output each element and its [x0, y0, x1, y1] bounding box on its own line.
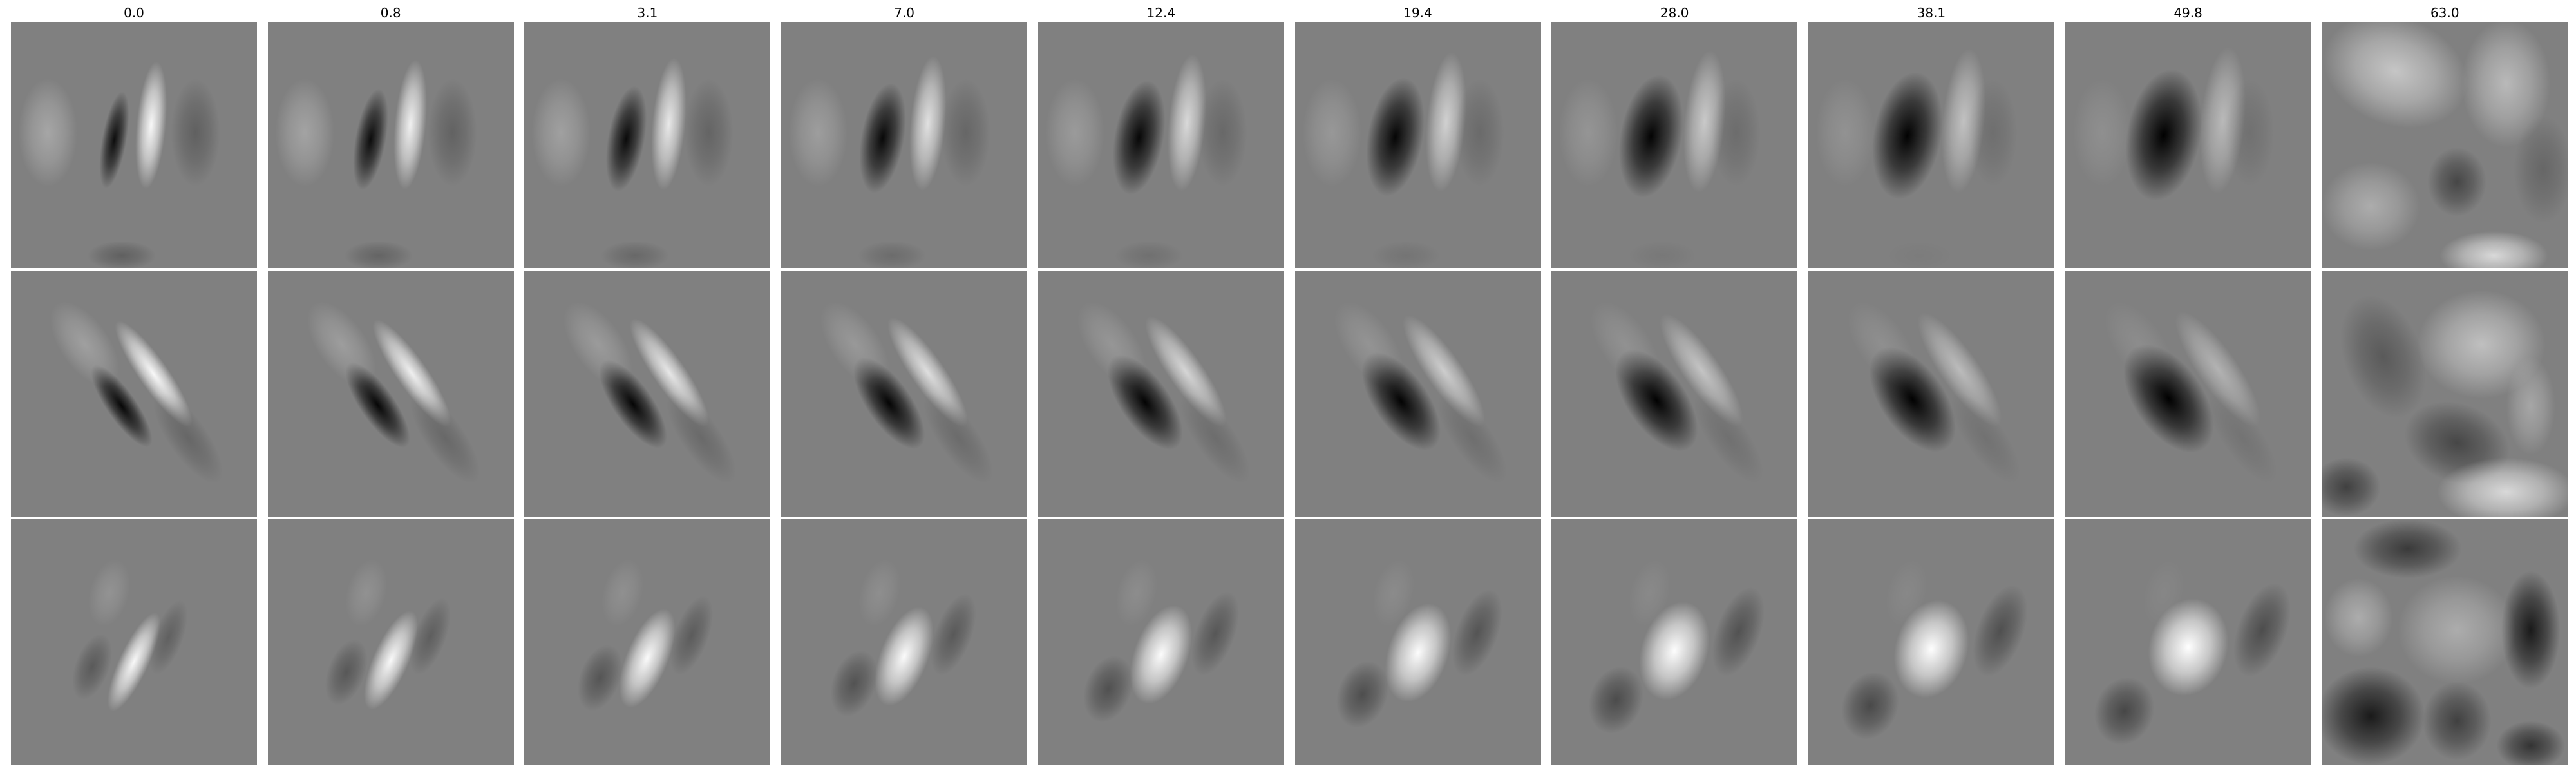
filter-image	[1294, 271, 1541, 517]
filter-image-tile	[524, 271, 771, 517]
filter-image-tile	[524, 519, 771, 765]
column-title: 12.4	[1146, 5, 1176, 21]
filter-image-tile	[1294, 22, 1541, 268]
filter-image-tile	[267, 271, 514, 517]
filter-image-tile	[781, 519, 1028, 765]
filter-image-tile	[11, 271, 257, 517]
filter-image-tile	[1551, 271, 1798, 517]
filter-image-tile	[2065, 271, 2311, 517]
filter-image-tile	[1294, 271, 1541, 517]
filter-image-tile	[1808, 519, 2054, 765]
filter-image	[1037, 519, 1284, 765]
filter-image-tile	[781, 22, 1028, 268]
filter-image-tile	[2322, 22, 2568, 268]
filter-image-tile	[1808, 22, 2054, 268]
filter-image	[524, 22, 771, 268]
filter-image	[1037, 22, 1284, 268]
filter-image-tile	[2322, 519, 2568, 765]
filter-image-tile	[781, 271, 1028, 517]
filter-image	[11, 519, 257, 765]
filter-image	[1808, 271, 2054, 517]
filter-image	[267, 519, 514, 765]
column-title: 3.1	[637, 5, 658, 21]
column-title: 63.0	[2430, 5, 2459, 21]
filter-image	[2065, 519, 2311, 765]
filter-image-tile	[267, 519, 514, 765]
filter-image	[781, 519, 1028, 765]
filter-image	[2065, 271, 2311, 517]
filter-image	[267, 22, 514, 268]
filter-image	[1037, 271, 1284, 517]
filter-image-tile	[11, 22, 257, 268]
filter-image-tile	[2065, 519, 2311, 765]
filter-image-tile	[1037, 519, 1284, 765]
column-title: 7.0	[894, 5, 914, 21]
column-title: 28.0	[1660, 5, 1689, 21]
column-title: 0.8	[380, 5, 401, 21]
filter-image	[1808, 22, 2054, 268]
filter-image	[524, 271, 771, 517]
column-title: 19.4	[1403, 5, 1432, 21]
filter-image	[524, 519, 771, 765]
filter-image-tile	[2322, 271, 2568, 517]
filter-image	[781, 271, 1028, 517]
column-title: 0.0	[124, 5, 144, 21]
filter-image-tile	[1294, 519, 1541, 765]
column-title: 49.8	[2174, 5, 2202, 21]
filter-image	[11, 22, 257, 268]
filter-image	[2322, 271, 2568, 517]
filter-image-tile	[2065, 22, 2311, 268]
filter-image	[267, 271, 514, 517]
filter-image-tile	[1037, 271, 1284, 517]
filter-image-tile	[1037, 22, 1284, 268]
filter-image	[11, 271, 257, 517]
filter-image	[2322, 22, 2568, 268]
filter-image	[1808, 519, 2054, 765]
filter-image	[1294, 22, 1541, 268]
filter-image	[781, 22, 1028, 268]
filter-image	[1551, 271, 1798, 517]
filter-image-tile	[11, 519, 257, 765]
filter-image-tile	[524, 22, 771, 268]
filter-image	[2322, 519, 2568, 765]
filter-image-tile	[1808, 271, 2054, 517]
filter-image-tile	[1551, 22, 1798, 268]
filter-image	[1551, 22, 1798, 268]
filter-image-tile	[267, 22, 514, 268]
filter-image-tile	[1551, 519, 1798, 765]
filter-image	[2065, 22, 2311, 268]
filter-image	[1294, 519, 1541, 765]
column-title: 38.1	[1917, 5, 1946, 21]
filter-image	[1551, 519, 1798, 765]
